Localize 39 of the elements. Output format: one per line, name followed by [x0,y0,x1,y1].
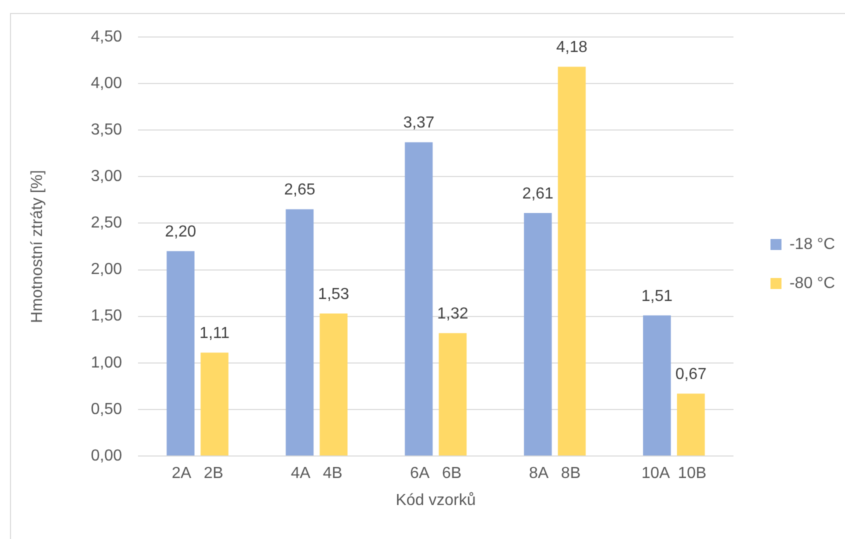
y-tick-label: 2,50 [90,214,122,232]
bar [166,251,194,456]
bar [676,394,705,456]
y-tick-label: 3,50 [90,122,122,139]
y-tick-label: 2,00 [90,261,122,278]
legend-label: -18 °C [789,236,836,253]
x-tick-label: 6A 6B [410,465,462,482]
x-tick-label: 2A 2B [172,465,224,482]
data-label: 2,20 [165,224,196,241]
bar [404,142,433,456]
bar [558,66,586,456]
y-tick-label: 3,00 [90,168,122,186]
legend-label: -80 °C [789,274,836,292]
bar [438,333,467,456]
bar [524,212,552,456]
data-label: 1,51 [641,288,673,305]
y-tick-label: 4,00 [90,74,122,92]
data-label: 1,53 [318,286,350,303]
bar [286,209,314,456]
y-axis-title: Hmotnostní ztráty [%] [29,170,46,323]
x-axis-title: Kód vzorků [396,492,476,509]
y-tick-label: 1,50 [90,308,122,325]
data-label: 0,67 [675,366,707,384]
y-tick-label: 0,00 [90,447,122,464]
bar [320,314,348,456]
x-tick-label: 8A 8B [529,465,581,482]
data-label: 1,32 [437,306,468,322]
y-tick-label: 4,50 [90,28,122,46]
y-tick-label: 0,50 [90,400,122,418]
x-tick-label: 4A 4B [290,465,342,482]
data-label: 2,61 [522,185,554,202]
x-tick-label: 10A 10B [641,465,706,482]
data-label: 2,65 [284,182,316,199]
bar [643,315,671,456]
y-tick-label: 1,00 [90,354,122,372]
bar [200,352,228,456]
data-label: 3,37 [403,114,434,132]
data-label: 4,18 [556,39,588,56]
data-label: 1,11 [200,325,230,342]
